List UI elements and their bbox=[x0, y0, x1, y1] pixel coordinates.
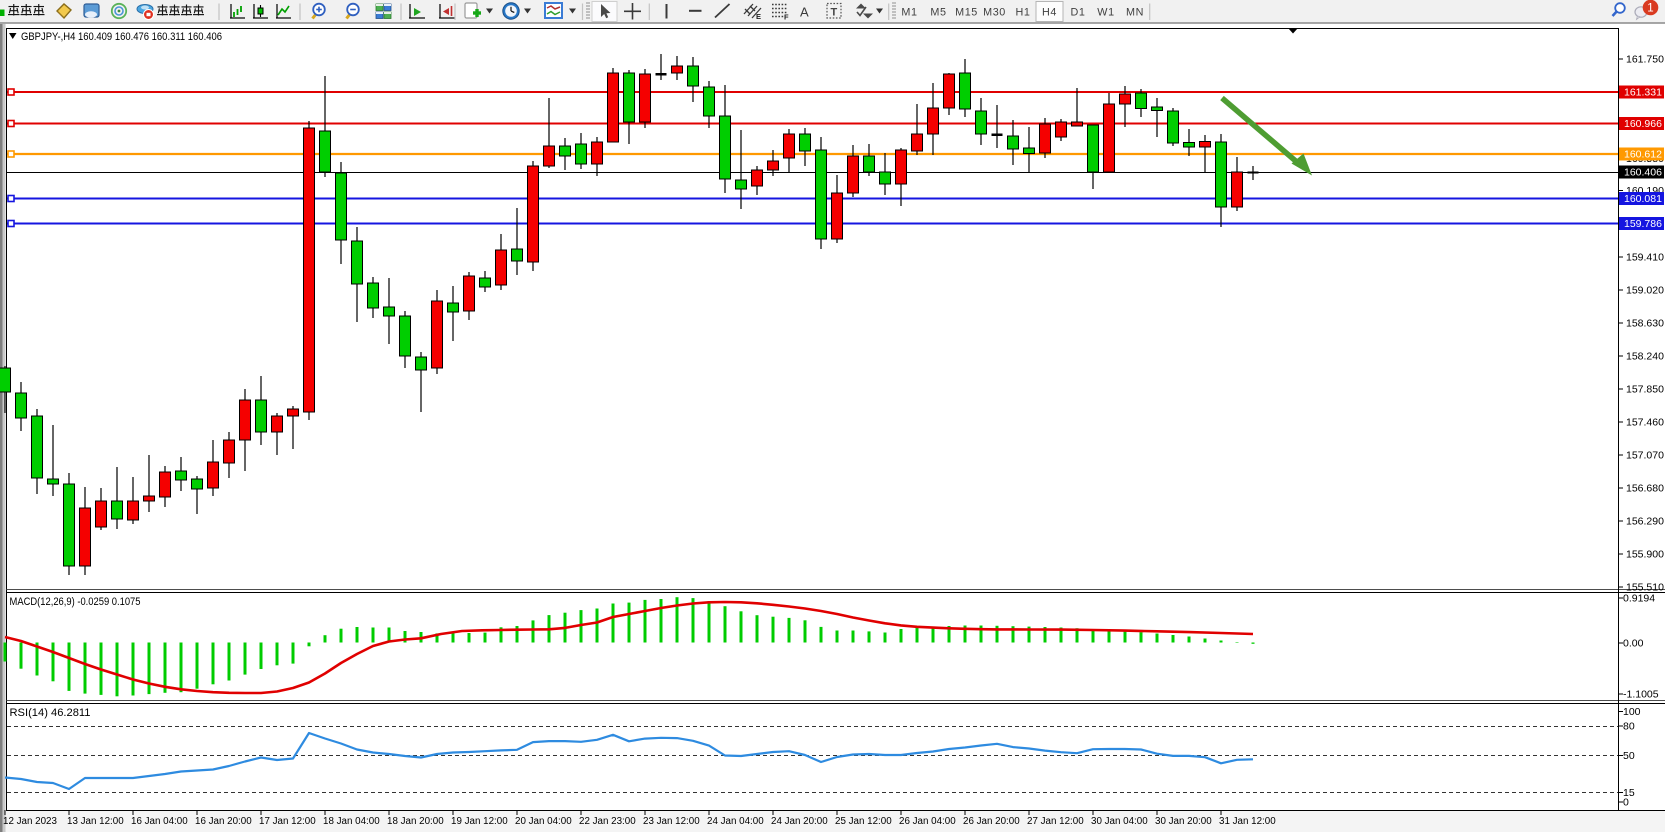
svg-text:155.510: 155.510 bbox=[1626, 582, 1664, 594]
svg-text:160.966: 160.966 bbox=[1624, 118, 1662, 130]
svg-text:13 Jan 12:00: 13 Jan 12:00 bbox=[67, 816, 124, 827]
svg-text:18 Jan 04:00: 18 Jan 04:00 bbox=[323, 816, 380, 827]
svg-text:T: T bbox=[831, 7, 838, 19]
svg-text:MN: MN bbox=[1126, 7, 1144, 19]
svg-text:50: 50 bbox=[1623, 750, 1635, 762]
svg-text:30 Jan 04:00: 30 Jan 04:00 bbox=[1091, 816, 1148, 827]
svg-text:160.612: 160.612 bbox=[1624, 149, 1662, 161]
svg-text:1: 1 bbox=[1647, 3, 1653, 15]
svg-text:23 Jan 12:00: 23 Jan 12:00 bbox=[643, 816, 700, 827]
svg-text:H1: H1 bbox=[1015, 7, 1030, 19]
svg-text:156.680: 156.680 bbox=[1626, 483, 1664, 495]
svg-text:M15: M15 bbox=[955, 7, 978, 19]
svg-text:157.070: 157.070 bbox=[1626, 450, 1664, 462]
svg-text:158.630: 158.630 bbox=[1626, 318, 1664, 330]
svg-text:0.00: 0.00 bbox=[1623, 638, 1644, 650]
svg-text:27 Jan 12:00: 27 Jan 12:00 bbox=[1027, 816, 1084, 827]
svg-text:MACD(12,26,9) -0.0259 0.1075: MACD(12,26,9) -0.0259 0.1075 bbox=[10, 596, 141, 608]
svg-text:80: 80 bbox=[1623, 721, 1635, 733]
svg-text:RSI(14) 46.2811: RSI(14) 46.2811 bbox=[10, 707, 91, 719]
svg-text:26 Jan 20:00: 26 Jan 20:00 bbox=[963, 816, 1020, 827]
svg-text:30 Jan 20:00: 30 Jan 20:00 bbox=[1155, 816, 1212, 827]
svg-text:158.240: 158.240 bbox=[1626, 351, 1664, 363]
svg-text:159.020: 159.020 bbox=[1626, 285, 1664, 297]
svg-text:M30: M30 bbox=[983, 7, 1006, 19]
svg-text:157.460: 157.460 bbox=[1626, 417, 1664, 429]
svg-text:24 Jan 04:00: 24 Jan 04:00 bbox=[707, 816, 764, 827]
svg-text:GBPJPY-,H4 160.409 160.476 16: GBPJPY-,H4 160.409 160.476 160.311 160.4… bbox=[21, 31, 222, 43]
svg-text:H4: H4 bbox=[1042, 7, 1057, 19]
svg-text:18 Jan 20:00: 18 Jan 20:00 bbox=[387, 816, 444, 827]
svg-text:M5: M5 bbox=[930, 7, 946, 19]
svg-text:0: 0 bbox=[1623, 797, 1629, 809]
svg-text:16 Jan 04:00: 16 Jan 04:00 bbox=[131, 816, 188, 827]
svg-text:W1: W1 bbox=[1097, 7, 1114, 19]
svg-text:12 Jan 2023: 12 Jan 2023 bbox=[3, 816, 57, 827]
svg-text:16 Jan 20:00: 16 Jan 20:00 bbox=[195, 816, 252, 827]
svg-text:155.900: 155.900 bbox=[1626, 549, 1664, 561]
svg-text:159.786: 159.786 bbox=[1624, 218, 1662, 230]
svg-text:19 Jan 12:00: 19 Jan 12:00 bbox=[451, 816, 508, 827]
svg-text:20 Jan 04:00: 20 Jan 04:00 bbox=[515, 816, 572, 827]
svg-text:22 Jan 23:00: 22 Jan 23:00 bbox=[579, 816, 636, 827]
svg-text:160.081: 160.081 bbox=[1624, 193, 1662, 205]
svg-text:M1: M1 bbox=[901, 7, 917, 19]
svg-text:25 Jan 12:00: 25 Jan 12:00 bbox=[835, 816, 892, 827]
svg-text:D1: D1 bbox=[1070, 7, 1085, 19]
svg-text:E: E bbox=[756, 12, 761, 21]
svg-text:15: 15 bbox=[1623, 787, 1635, 799]
svg-text:24 Jan 20:00: 24 Jan 20:00 bbox=[771, 816, 828, 827]
svg-text:100: 100 bbox=[1623, 706, 1641, 718]
svg-text:17 Jan 12:00: 17 Jan 12:00 bbox=[259, 816, 316, 827]
svg-text:-1.1005: -1.1005 bbox=[1623, 689, 1659, 701]
svg-text:F: F bbox=[784, 13, 789, 22]
svg-text:160.406: 160.406 bbox=[1624, 167, 1662, 179]
svg-text:159.410: 159.410 bbox=[1626, 252, 1664, 264]
svg-text:31 Jan 12:00: 31 Jan 12:00 bbox=[1219, 816, 1276, 827]
svg-text:0.9194: 0.9194 bbox=[1623, 593, 1655, 605]
svg-text:A: A bbox=[800, 5, 809, 20]
svg-text:157.850: 157.850 bbox=[1626, 384, 1664, 396]
svg-text:26 Jan 04:00: 26 Jan 04:00 bbox=[899, 816, 956, 827]
svg-text:161.331: 161.331 bbox=[1624, 87, 1662, 99]
svg-text:156.290: 156.290 bbox=[1626, 516, 1664, 528]
svg-text:161.750: 161.750 bbox=[1626, 54, 1664, 66]
